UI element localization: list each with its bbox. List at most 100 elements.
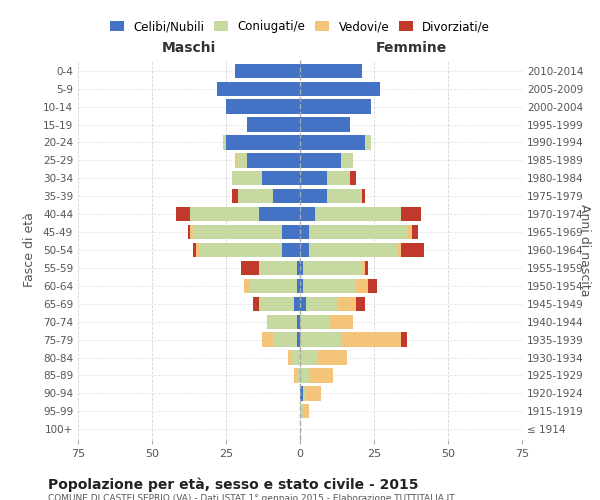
Bar: [300, 350, 318, 364]
Bar: [300, 404, 303, 418]
Bar: [274, 189, 300, 204]
Bar: [300, 278, 303, 293]
Bar: [300, 136, 365, 149]
Bar: [300, 261, 303, 275]
Bar: [309, 243, 398, 257]
Bar: [262, 332, 274, 347]
Bar: [232, 171, 262, 186]
Bar: [199, 243, 282, 257]
Y-axis label: Fasce di età: Fasce di età: [23, 212, 36, 288]
Bar: [368, 278, 377, 293]
Bar: [303, 261, 362, 275]
Bar: [247, 153, 300, 168]
Bar: [303, 404, 309, 418]
Bar: [259, 261, 297, 275]
Bar: [309, 368, 332, 382]
Bar: [300, 171, 326, 186]
Bar: [326, 171, 350, 186]
Bar: [303, 386, 306, 400]
Bar: [300, 243, 309, 257]
Bar: [294, 368, 297, 382]
Bar: [188, 225, 190, 239]
Bar: [268, 314, 297, 329]
Text: Femmine: Femmine: [376, 40, 446, 54]
Bar: [282, 243, 300, 257]
Bar: [300, 314, 329, 329]
Bar: [190, 207, 259, 222]
Y-axis label: Anni di nascita: Anni di nascita: [578, 204, 590, 296]
Bar: [297, 314, 300, 329]
Bar: [356, 296, 365, 311]
Bar: [226, 100, 300, 114]
Bar: [412, 225, 418, 239]
Bar: [300, 225, 309, 239]
Bar: [193, 243, 196, 257]
Bar: [300, 332, 341, 347]
Bar: [306, 296, 338, 311]
Bar: [300, 296, 306, 311]
Bar: [362, 261, 365, 275]
Bar: [297, 332, 300, 347]
Bar: [241, 261, 259, 275]
Bar: [300, 368, 309, 382]
Bar: [401, 243, 424, 257]
Bar: [250, 278, 297, 293]
Bar: [365, 136, 371, 149]
Bar: [232, 189, 238, 204]
Bar: [350, 171, 356, 186]
Bar: [338, 296, 356, 311]
Bar: [365, 261, 368, 275]
Bar: [297, 261, 300, 275]
Bar: [288, 350, 291, 364]
Bar: [297, 368, 300, 382]
Bar: [300, 386, 303, 400]
Bar: [401, 207, 421, 222]
Bar: [300, 189, 326, 204]
Bar: [401, 332, 407, 347]
Bar: [300, 100, 371, 114]
Bar: [300, 153, 341, 168]
Bar: [326, 189, 362, 204]
Bar: [226, 136, 300, 149]
Bar: [318, 350, 347, 364]
Bar: [193, 225, 282, 239]
Bar: [253, 296, 259, 311]
Bar: [300, 82, 380, 96]
Bar: [329, 314, 353, 329]
Bar: [217, 82, 300, 96]
Bar: [309, 225, 407, 239]
Bar: [259, 296, 294, 311]
Bar: [223, 136, 226, 149]
Bar: [291, 350, 300, 364]
Bar: [262, 171, 300, 186]
Bar: [238, 153, 247, 168]
Bar: [196, 243, 199, 257]
Bar: [398, 243, 401, 257]
Bar: [259, 207, 300, 222]
Bar: [297, 278, 300, 293]
Bar: [235, 153, 238, 168]
Bar: [176, 207, 190, 222]
Bar: [244, 278, 250, 293]
Bar: [306, 386, 321, 400]
Bar: [300, 118, 350, 132]
Text: Popolazione per età, sesso e stato civile - 2015: Popolazione per età, sesso e stato civil…: [48, 478, 419, 492]
Bar: [300, 64, 362, 78]
Bar: [294, 296, 300, 311]
Legend: Celibi/Nubili, Coniugati/e, Vedovi/e, Divorziati/e: Celibi/Nubili, Coniugati/e, Vedovi/e, Di…: [106, 16, 494, 36]
Bar: [247, 118, 300, 132]
Bar: [407, 225, 412, 239]
Bar: [315, 207, 401, 222]
Bar: [341, 153, 353, 168]
Bar: [303, 278, 356, 293]
Bar: [356, 278, 368, 293]
Bar: [282, 225, 300, 239]
Bar: [235, 64, 300, 78]
Bar: [300, 207, 315, 222]
Bar: [190, 225, 193, 239]
Bar: [362, 189, 365, 204]
Bar: [274, 332, 297, 347]
Bar: [238, 189, 274, 204]
Text: COMUNE DI CASTELSEPRIO (VA) - Dati ISTAT 1° gennaio 2015 - Elaborazione TUTTITAL: COMUNE DI CASTELSEPRIO (VA) - Dati ISTAT…: [48, 494, 455, 500]
Text: Maschi: Maschi: [162, 40, 216, 54]
